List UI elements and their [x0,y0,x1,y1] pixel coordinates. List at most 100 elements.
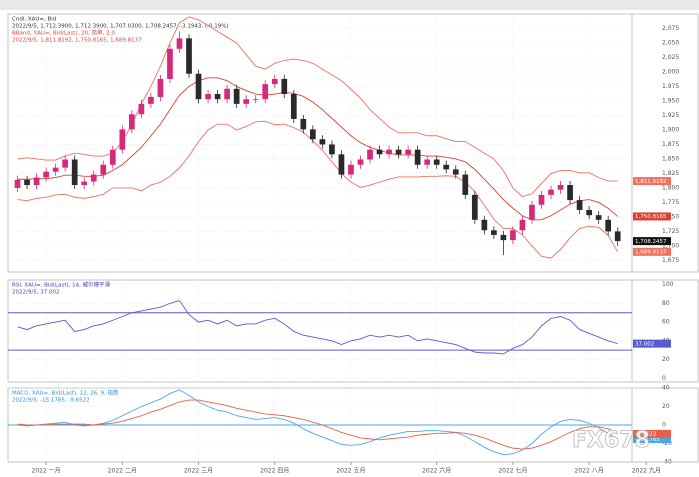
candle-body [462,174,469,195]
y-tick-label: 100 [662,281,674,288]
candle-body [43,171,49,178]
last-value-label: 1,708.2457 [635,239,667,245]
candle-body [586,209,592,216]
candle-body [329,144,335,155]
watermark: FX678 [572,428,650,453]
candle-body [481,219,488,231]
y-tick-label: 1,950 [662,97,679,104]
candle-body [14,179,21,188]
candle-body [90,174,97,182]
x-tick-label: 2022 七月 [498,467,527,475]
x-tick-label: 2022 五月 [336,468,365,475]
last-value-box [633,237,671,246]
y-tick-label: 1,775 [662,199,679,206]
candle-body [33,177,40,186]
candle-body [224,88,230,100]
candle-body [195,73,202,100]
candle-body [471,194,478,220]
y-tick-label: 2,075 [662,25,679,32]
candle-body [167,48,173,79]
y-tick-label: 1,875 [662,141,679,148]
last-value-label: 1,750.8165 [635,214,667,220]
x-tick-label: 2022 二月 [108,468,137,475]
candle-body [424,159,431,165]
y-tick-label: -20 [662,440,672,447]
title-bar [0,0,699,10]
candle-body [128,114,135,130]
y-tick-label: 1,900 [662,126,679,133]
candle-body [519,219,526,231]
candle-body [510,230,516,241]
candle-body [109,149,116,165]
legend-text: RSI, XAU=, Bid(Last), 14, 威尔德平滑 [12,281,111,289]
series-line [17,120,619,259]
y-tick-label: 1,800 [662,184,679,191]
candle-body [233,88,240,104]
x-tick-label: 2022 三月 [184,468,213,475]
last-value-box [633,177,671,186]
last-value-box [633,339,671,348]
candle-body [414,149,421,165]
last-value-label: -9.6522 [635,432,656,438]
y-tick-label: 40 [662,385,670,392]
candle-body [538,194,545,205]
candle-body [252,99,259,101]
x-tick-label: 2022 一月 [32,468,61,475]
candle-body [157,78,164,97]
y-tick-label: 0 [662,422,666,429]
legend-text: MACD, XAU=, Bid(Last), 12, 26, 9, 指数 [12,389,119,397]
candle-body [595,215,602,220]
series-line [17,16,618,198]
y-tick-label: 80 [662,300,670,307]
candle-body [243,99,250,104]
legend-text: BBand, XAU=, Bid(Last), 20, 简单, 2.0 [12,29,115,37]
y-tick-label: 1,825 [662,170,679,177]
candle-body [71,159,78,186]
x-tick-label: 2022 八月 [575,468,604,475]
y-tick-label: 0 [662,375,666,382]
candle-body [357,159,364,165]
candle-body [176,38,183,49]
y-tick-label: 20 [662,356,670,363]
candle-body [262,84,269,100]
y-tick-label: 1,675 [662,257,679,264]
y-tick-label: 1,850 [662,155,679,162]
last-value-box [633,247,671,256]
candle-body [214,94,221,100]
last-value-label: 1,689.8137 [635,250,667,256]
candle-body [138,103,145,115]
panel-frame [7,279,699,383]
candle-body [24,179,30,186]
last-value-label: 1,811.8192 [635,179,667,185]
candle-body [491,230,497,235]
candle-body [186,38,192,74]
y-tick-label: 1,700 [662,242,679,249]
last-value-box [633,212,671,221]
last-value-box [633,435,671,444]
x-tick-label: 2022 六月 [422,467,451,475]
panel-frame [7,13,699,273]
series-line [17,389,618,456]
legend-text: 2022/9/5, 37.002 [12,290,59,296]
candle-body [319,139,326,145]
y-tick-label: 2,050 [662,39,679,46]
candle-body [405,149,411,155]
y-tick-label: 1,925 [662,112,679,119]
candle-body [148,96,154,104]
candle-body [614,231,621,242]
candle-body [557,185,564,190]
candle-body [205,94,211,100]
series-line [17,399,618,450]
candle-body [281,78,288,95]
candle-body [62,159,69,168]
candle-body [548,189,554,195]
candle-body [309,129,316,140]
series-line [17,77,619,221]
candle-body [52,167,59,172]
candle-body [443,164,450,170]
legend-text: 2022/9/5, -15.1785, -9.6522 [12,398,90,404]
candle-body [452,169,459,175]
candle-body [386,149,392,155]
